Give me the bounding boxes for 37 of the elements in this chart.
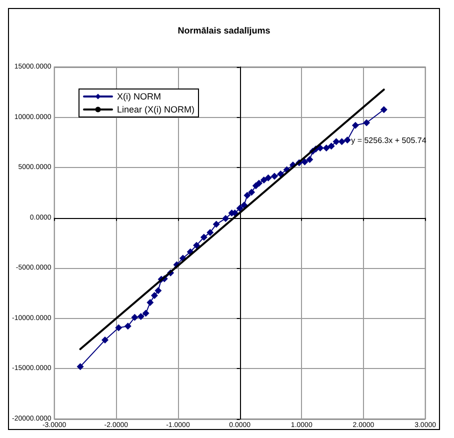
point xyxy=(328,142,335,150)
point xyxy=(255,180,262,187)
point xyxy=(146,299,154,306)
point xyxy=(264,174,272,182)
point xyxy=(260,176,268,184)
point xyxy=(142,310,150,317)
point xyxy=(301,158,308,166)
point xyxy=(248,188,256,196)
chart-title: Normālais sadalījums xyxy=(178,26,270,36)
point xyxy=(76,363,84,370)
point xyxy=(154,287,162,294)
point xyxy=(363,119,370,126)
point xyxy=(240,202,248,209)
point xyxy=(322,144,330,152)
point xyxy=(212,220,220,228)
point xyxy=(115,324,122,332)
legend-label: X(i) NORM xyxy=(117,92,161,102)
point xyxy=(306,156,314,164)
point xyxy=(193,242,200,249)
point xyxy=(338,138,346,146)
point xyxy=(102,336,109,344)
point xyxy=(236,204,244,212)
point xyxy=(344,136,351,144)
point xyxy=(124,322,132,330)
point xyxy=(222,214,230,222)
point xyxy=(200,234,208,241)
legend-label: Linear (X(i) NORM) xyxy=(117,104,195,114)
point xyxy=(332,138,340,146)
point xyxy=(244,192,251,199)
point xyxy=(150,292,158,299)
point xyxy=(380,106,388,114)
point xyxy=(131,314,138,321)
point xyxy=(270,172,278,180)
point xyxy=(352,122,359,129)
point xyxy=(206,228,214,236)
annotation: y = 5256.3x + 505.74 xyxy=(351,136,427,145)
point xyxy=(137,313,144,320)
